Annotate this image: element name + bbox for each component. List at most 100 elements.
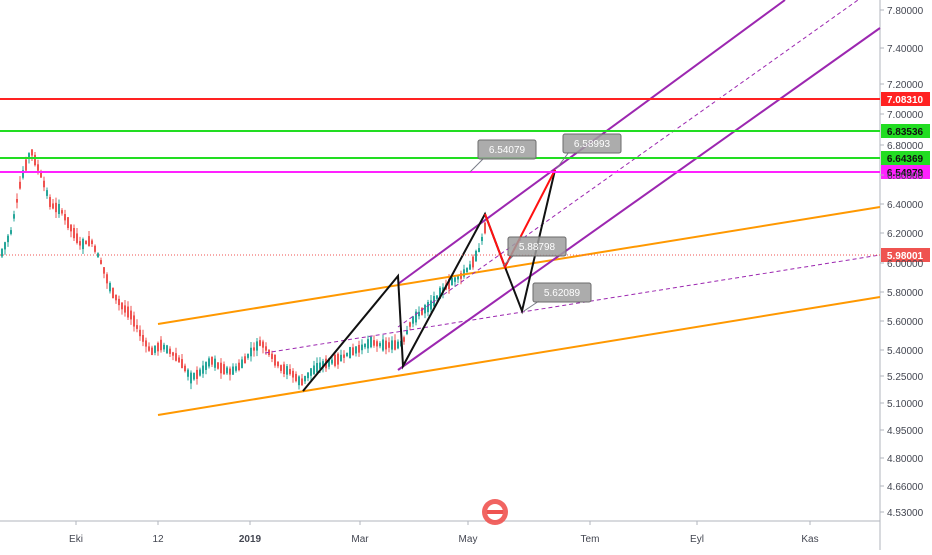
candle-body (49, 197, 51, 207)
candle-body (349, 347, 351, 359)
candle-body (352, 347, 354, 356)
red-projection-line (484, 169, 556, 270)
candle-body (475, 250, 477, 262)
callout-pointer (523, 300, 540, 312)
candle-body (334, 354, 336, 366)
candle-body (232, 366, 234, 375)
y-tick-label: 4.53000 (887, 508, 924, 519)
candle-body (181, 359, 183, 369)
x-tick-label: Tem (581, 534, 600, 545)
candle-body (313, 365, 315, 375)
candle-body (430, 300, 432, 310)
purple-channel-lower-line (397, 27, 881, 371)
candle-body (217, 362, 219, 369)
candle-body (331, 359, 333, 364)
candle-body (214, 358, 216, 368)
callout-label: 6.58993 (574, 139, 611, 150)
candle-body (406, 329, 408, 335)
candle-body (292, 370, 294, 378)
candle-body (76, 233, 78, 243)
candle-body (31, 149, 33, 156)
candle-body (22, 170, 24, 178)
time-axis: Eki 12 2019 Mar May Tem Eyl Kas (69, 521, 819, 545)
candle-body (169, 348, 171, 354)
y-tick-label: 4.66000 (887, 482, 924, 493)
callout-box (562, 133, 622, 154)
candle-body (472, 256, 474, 268)
candle-body (46, 190, 48, 196)
candle-body (283, 364, 285, 375)
candle-body (40, 172, 42, 178)
candle-body (226, 367, 228, 374)
candle-body (388, 342, 390, 348)
candle-body (415, 311, 417, 323)
level-price-label: 6.64369 (887, 154, 924, 165)
x-tick-label: Eyl (690, 534, 704, 545)
level-price-label: 6.54979 (887, 168, 924, 179)
x-tick-label: Mar (351, 534, 369, 545)
candle-body (328, 358, 330, 367)
candle-body (190, 372, 192, 384)
level-price-label: 7.08310 (887, 95, 924, 106)
candle-body (361, 344, 363, 351)
candle-body (67, 217, 69, 229)
candle-body (142, 335, 144, 342)
candle-body (133, 315, 135, 327)
candle-body (115, 294, 117, 301)
y-tick-label: 7.00000 (887, 110, 924, 121)
y-tick-label: 7.20000 (887, 80, 924, 91)
price-axis: 7.80000 7.40000 7.20000 7.00000 6.80000 6.600… (880, 6, 924, 519)
candle-body (274, 354, 276, 366)
candle-body (82, 238, 84, 250)
candle-body (175, 353, 177, 361)
level-price-label: 6.83536 (887, 127, 924, 138)
candle-body (310, 368, 312, 376)
level-price-tag (881, 151, 930, 165)
candle-body (373, 340, 375, 346)
candle-body (409, 322, 411, 327)
candle-body (70, 224, 72, 232)
candle-body (397, 341, 399, 349)
candle-body (208, 358, 210, 367)
candle-body (478, 248, 480, 252)
candle-body (124, 305, 126, 313)
candle-body (34, 154, 36, 166)
candle-body (130, 310, 132, 320)
candle-body (418, 311, 420, 317)
y-tick-label: 4.80000 (887, 454, 924, 465)
x-tick-label: May (459, 534, 478, 545)
y-tick-label: 7.80000 (887, 6, 924, 17)
y-tick-label: 4.95000 (887, 426, 924, 437)
candle-body (79, 241, 81, 246)
candle-body (343, 354, 345, 358)
candle-body (382, 339, 384, 351)
callout-pointer (502, 254, 515, 267)
candle-body (436, 295, 438, 299)
candle-body (253, 347, 255, 351)
candle-body (268, 349, 270, 355)
candle-body (421, 307, 423, 315)
candle-body (391, 340, 393, 350)
candle-body (277, 361, 279, 367)
candle-body (4, 242, 6, 250)
candle-body (307, 372, 309, 379)
candle-body (172, 352, 174, 356)
candle-body (91, 240, 93, 245)
candle-body (220, 362, 222, 374)
candle-body (139, 329, 141, 337)
candle-body (58, 203, 60, 215)
candle-body (166, 345, 168, 354)
candle-body (358, 344, 360, 353)
candle-body (43, 180, 45, 188)
candle-body (121, 302, 123, 310)
candle-body (457, 276, 459, 280)
callout-box (507, 236, 567, 257)
candle-body (148, 346, 150, 351)
callout-box (477, 139, 537, 160)
candle-body (61, 210, 63, 214)
candle-body (55, 202, 57, 213)
candle-body (85, 240, 87, 245)
candle-body (295, 373, 297, 382)
